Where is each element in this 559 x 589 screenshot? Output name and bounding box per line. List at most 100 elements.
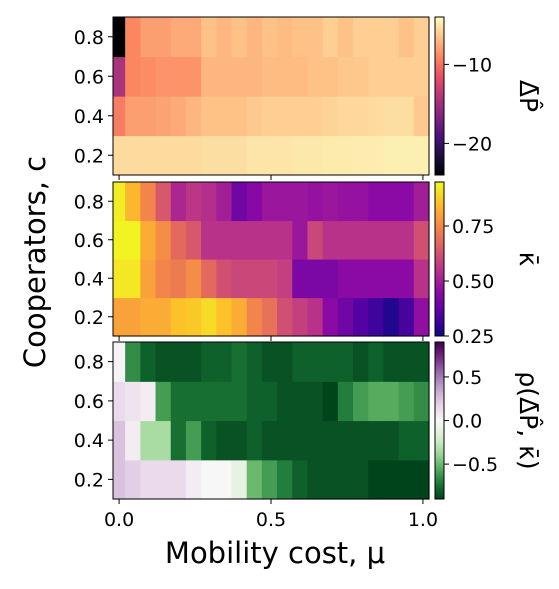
heatmap-cell — [185, 17, 202, 58]
heatmap-cell — [413, 135, 430, 176]
heatmap-cell — [231, 56, 248, 97]
heatmap-cell — [246, 420, 263, 461]
heatmap-cell — [292, 259, 309, 299]
heatmap-cell — [413, 220, 430, 260]
heatmap-cell — [125, 459, 141, 500]
heatmap-cell — [246, 17, 263, 58]
heatmap-cell — [413, 381, 430, 422]
heatmap-cell — [185, 297, 202, 337]
heatmap-cell — [246, 381, 263, 422]
colorbar-label: ρ(Δ̄P̂, κ̄) — [514, 371, 543, 469]
heatmap-cell — [140, 342, 157, 382]
heatmap-cell — [155, 259, 172, 299]
heatmap-cell — [201, 459, 217, 500]
heatmap-cell — [140, 135, 157, 176]
heatmap-cell — [246, 297, 263, 337]
heatmap-cell — [322, 182, 339, 222]
heatmap-cell — [155, 420, 172, 461]
heatmap-cell — [125, 420, 141, 461]
heatmap-cell — [383, 420, 400, 461]
heatmap-cell — [398, 17, 415, 58]
heatmap-cell — [185, 220, 202, 260]
heatmap-cell — [307, 182, 324, 222]
heatmap-cell — [170, 182, 187, 222]
heatmap-cell — [337, 182, 354, 222]
heatmap-cell — [231, 17, 248, 58]
heatmap-cell — [125, 182, 141, 222]
heatmap-cell — [277, 259, 293, 299]
heatmap-cell — [216, 182, 233, 222]
heatmap-cell — [216, 56, 233, 97]
colorbar-tick-label: −0.5 — [452, 454, 498, 476]
heatmap-panel-3: 0.2 0.4 0.6 0.8 0.0 0.5 1.0 0.5 0.0 −0.5 ρ(Δ̄P̂, κ… — [74, 341, 543, 531]
heatmap-cell — [322, 297, 339, 337]
heatmap-cell — [113, 459, 126, 500]
heatmap-cell — [231, 220, 248, 260]
heatmap-cell — [231, 259, 248, 299]
heatmap-cell — [140, 420, 157, 461]
heatmap-cell — [170, 459, 187, 500]
heatmap-cell — [261, 56, 278, 97]
heatmap-cell — [353, 459, 369, 500]
x-axis-label: Mobility cost, μ — [165, 536, 385, 570]
heatmap-cell — [292, 220, 309, 260]
heatmap-cell — [292, 342, 309, 382]
heatmap-cell — [261, 420, 278, 461]
heatmap-cell — [246, 56, 263, 97]
x-tick-label: 0.0 — [104, 509, 134, 531]
heatmap-cell — [113, 381, 126, 422]
heatmap-cell — [216, 96, 233, 137]
heatmap-cell — [155, 17, 172, 58]
heatmap-cell — [201, 297, 217, 337]
y-axis-label: Cooperators, c — [18, 156, 52, 368]
heatmap-cell — [337, 342, 354, 382]
heatmap-cell — [353, 135, 369, 176]
heatmap-cell — [261, 220, 278, 260]
heatmap-cell — [246, 459, 263, 500]
heatmap-cell — [170, 56, 187, 97]
heatmap-cell — [125, 220, 141, 260]
heatmap-cell — [277, 17, 293, 58]
heatmap-cell — [413, 297, 430, 337]
heatmap-cell — [353, 259, 369, 299]
heatmap-cell — [185, 96, 202, 137]
heatmap-cell — [398, 135, 415, 176]
heatmap-cell — [368, 96, 385, 137]
heatmap-cell — [277, 381, 293, 422]
heatmap-cell — [307, 220, 324, 260]
heatmap-cell — [201, 420, 217, 461]
heatmap-cell — [113, 56, 126, 97]
colorbar-label: Δ̄P̂ — [514, 80, 543, 112]
y-tick-label: 0.6 — [74, 230, 104, 252]
colorbar — [434, 16, 445, 176]
heatmap-cell — [368, 135, 385, 176]
colorbar-tick-label: 0.75 — [452, 216, 494, 238]
heatmap-cell — [246, 259, 263, 299]
heatmap-cell — [292, 96, 309, 137]
heatmap-cell — [201, 259, 217, 299]
heatmap-cell — [353, 297, 369, 337]
heatmap-cell — [383, 297, 400, 337]
y-tick-label: 0.6 — [74, 66, 104, 88]
heatmap-cell — [383, 259, 400, 299]
heatmap-cell — [216, 220, 233, 260]
heatmap-cell — [170, 381, 187, 422]
heatmap-cell — [261, 135, 278, 176]
heatmap-cell — [231, 420, 248, 461]
heatmap-cell — [155, 381, 172, 422]
heatmap-cell — [216, 342, 233, 382]
heatmap-cell — [231, 297, 248, 337]
heatmap-cell — [353, 342, 369, 382]
heatmap-cell — [292, 420, 309, 461]
heatmap-cell — [201, 381, 217, 422]
heatmap-cell — [113, 182, 126, 222]
heatmap-cell — [261, 342, 278, 382]
heatmap-cell — [155, 459, 172, 500]
heatmap-cell — [398, 220, 415, 260]
heatmap-cell — [413, 96, 430, 137]
heatmap-cell — [185, 56, 202, 97]
heatmap-cell — [337, 459, 354, 500]
heatmap-cell — [201, 17, 217, 58]
heatmap-cell — [246, 182, 263, 222]
heatmap-cell — [201, 135, 217, 176]
